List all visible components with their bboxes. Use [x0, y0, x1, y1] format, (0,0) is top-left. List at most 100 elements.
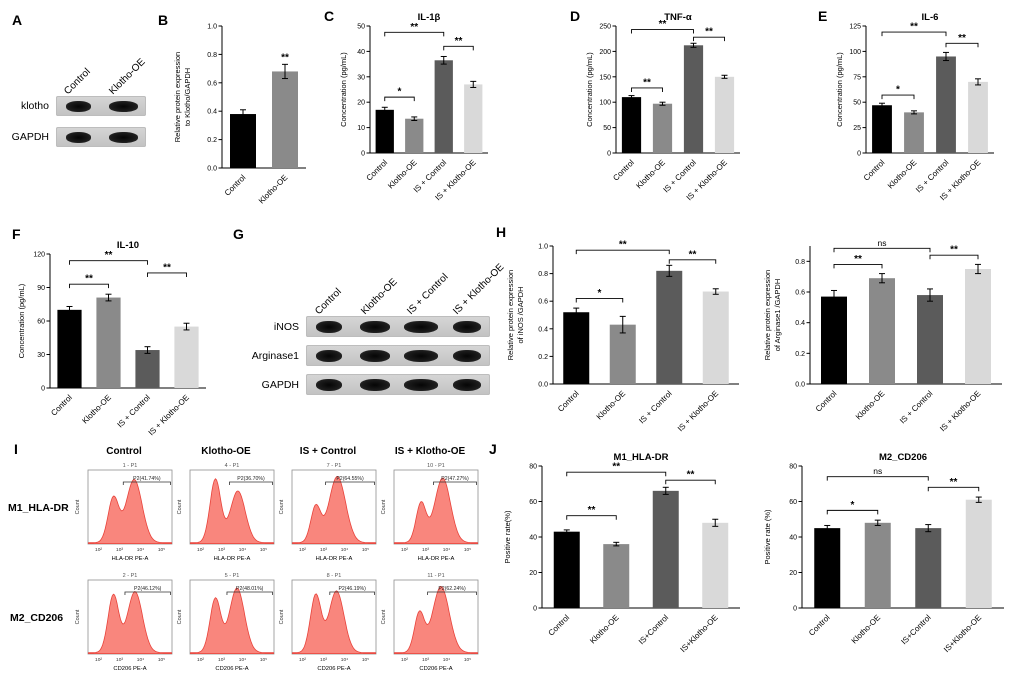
- svg-text:10²: 10²: [95, 657, 102, 663]
- svg-text:75: 75: [853, 74, 861, 81]
- svg-text:10³: 10³: [320, 657, 327, 663]
- bar-IS + Control: [917, 295, 943, 384]
- panel-g-western-blot: Control Klotho-OE IS + Control IS + Klotho-…: [248, 236, 506, 436]
- significance-bracket: [566, 515, 617, 520]
- svg-text:0.8: 0.8: [538, 271, 548, 278]
- svg-text:**: **: [612, 462, 620, 473]
- svg-text:IS + Klotho-OE: IS + Klotho-OE: [147, 393, 191, 437]
- svg-text:Klotho-OE: Klotho-OE: [80, 393, 112, 425]
- svg-text:IS+Control: IS+Control: [637, 613, 670, 646]
- bar-IS + Klotho-OE: [968, 81, 988, 153]
- svg-text:50: 50: [357, 24, 365, 31]
- histogram-curve: [394, 586, 478, 654]
- bar-Control: [621, 97, 642, 153]
- panel-f-bar-chart-il10: 0 30 60 90 120 IL-10 Concentration (pg/mL) Cont…: [14, 238, 214, 450]
- svg-text:Control: Control: [365, 158, 390, 183]
- svg-text:**: **: [105, 250, 113, 261]
- svg-text:1.0: 1.0: [207, 24, 217, 31]
- protein-band: [359, 378, 391, 391]
- blot-lane: [444, 374, 490, 395]
- svg-text:IS + Klotho-OE: IS + Klotho-OE: [938, 389, 982, 433]
- svg-text:**: **: [410, 22, 418, 33]
- svg-text:Control: Control: [611, 158, 636, 183]
- histogram-curve: [190, 478, 274, 544]
- blot-lane: [56, 127, 101, 147]
- protein-band: [360, 320, 390, 333]
- flow-plot-M2_CD206-3: 8 - P1 P2(46.19%) Count 10² 10³ 10⁴ 10⁵ CD206 P…: [278, 570, 378, 678]
- panel-e-letter: E: [818, 8, 828, 24]
- svg-text:Control: Control: [862, 158, 887, 183]
- svg-text:10⁵: 10⁵: [362, 547, 369, 553]
- svg-text:10⁵: 10⁵: [260, 657, 267, 663]
- blot-strip: [56, 127, 146, 147]
- svg-text:**: **: [687, 470, 695, 481]
- flow-histogram-svg: 2 - P1 P2(46.12%) Count 10² 10³ 10⁴ 10⁵ CD206 P…: [75, 573, 173, 672]
- bar-Klotho-OE: [405, 118, 424, 153]
- bar-chart-svg: 0 50 100 150 200 250 TNF-α Concentration (pg/mL…: [585, 12, 740, 202]
- svg-text:10³: 10³: [116, 657, 123, 663]
- svg-text:40: 40: [357, 49, 365, 56]
- blot-row: klotho: [6, 96, 146, 116]
- svg-text:7 - P1: 7 - P1: [327, 463, 342, 469]
- svg-text:5 - P1: 5 - P1: [225, 573, 240, 579]
- svg-text:10⁵: 10⁵: [260, 547, 267, 553]
- svg-text:CD206 PE-A: CD206 PE-A: [419, 666, 452, 672]
- blot-strip: [306, 345, 490, 366]
- bar-IS + Control: [683, 45, 704, 153]
- panel-c-bar-chart-il1b: 0 10 20 30 40 50 IL-1β Concentration (pg/mL) Con…: [336, 10, 494, 217]
- svg-text:2 - P1: 2 - P1: [123, 573, 138, 579]
- panel-j-bar-chart-m1: 0 20 40 60 80 M1_HLA-DR Positive rate(%) Contro…: [500, 450, 748, 672]
- svg-text:10²: 10²: [299, 547, 306, 553]
- svg-text:M2_CD206: M2_CD206: [879, 452, 927, 463]
- panel-f-letter: F: [12, 226, 21, 242]
- blot-row-label: GAPDH: [11, 131, 49, 143]
- flow-histogram-svg: 4 - P1 P2(36.70%) Count 10² 10³ 10⁴ 10⁵ HLA-DR …: [177, 463, 275, 562]
- protein-band: [359, 349, 391, 362]
- flow-row-label-m2: M2_CD206: [10, 612, 64, 624]
- svg-text:P2(41.74%): P2(41.74%): [133, 476, 161, 482]
- svg-text:30: 30: [357, 74, 365, 81]
- svg-text:10⁵: 10⁵: [464, 657, 471, 663]
- svg-text:Positive rate (%): Positive rate (%): [763, 509, 772, 565]
- svg-text:IS + Control: IS + Control: [898, 389, 935, 426]
- svg-text:**: **: [689, 249, 697, 260]
- significance-bracket: [575, 249, 670, 255]
- protein-band: [65, 131, 92, 143]
- svg-text:HLA-DR PE-A: HLA-DR PE-A: [214, 556, 251, 562]
- bar-Klotho-OE: [652, 103, 673, 153]
- svg-text:Control: Control: [547, 613, 572, 638]
- svg-text:Count: Count: [381, 609, 387, 624]
- bar-IS + Control: [656, 270, 683, 384]
- bar-Control: [375, 109, 394, 153]
- svg-text:0.8: 0.8: [795, 259, 805, 266]
- svg-text:Positive rate(%): Positive rate(%): [503, 510, 512, 563]
- blot-lane: [352, 316, 398, 337]
- histogram-curve: [88, 591, 172, 654]
- svg-text:20: 20: [529, 570, 537, 577]
- svg-text:0: 0: [607, 151, 611, 158]
- svg-text:IL-10: IL-10: [117, 240, 139, 251]
- flow-plot-M1_HLA-DR-3: 7 - P1 P2(64.55%) Count 10² 10³ 10⁴ 10⁵ HLA-DR …: [278, 460, 378, 568]
- svg-text:IS+Klotho-OE: IS+Klotho-OE: [679, 613, 720, 654]
- svg-text:60: 60: [789, 499, 797, 506]
- bar-Control: [57, 309, 82, 388]
- bar-Klotho-OE: [96, 297, 121, 388]
- svg-text:0.0: 0.0: [207, 166, 217, 173]
- blot-lane: [444, 316, 490, 337]
- svg-text:20: 20: [789, 570, 797, 577]
- svg-text:IL-6: IL-6: [922, 12, 939, 23]
- significance-bracket: [927, 486, 980, 492]
- flow-plot-M1_HLA-DR-1: 1 - P1 P2(41.74%) Count 10² 10³ 10⁴ 10⁵ HLA-DR …: [74, 460, 174, 568]
- bar-IS + Control: [135, 350, 160, 388]
- blot-row-label: iNOS: [273, 320, 299, 333]
- svg-text:Count: Count: [279, 499, 285, 514]
- bar-IS + Klotho-OE: [174, 326, 199, 388]
- blot-lane: [398, 316, 444, 337]
- svg-text:**: **: [85, 274, 93, 285]
- significance-bracket: [833, 247, 931, 253]
- protein-band: [452, 378, 482, 391]
- svg-text:**: **: [659, 19, 667, 30]
- significance-bracket: [881, 31, 947, 37]
- svg-text:10⁴: 10⁴: [443, 657, 450, 663]
- svg-text:P2(46.19%): P2(46.19%): [338, 586, 366, 592]
